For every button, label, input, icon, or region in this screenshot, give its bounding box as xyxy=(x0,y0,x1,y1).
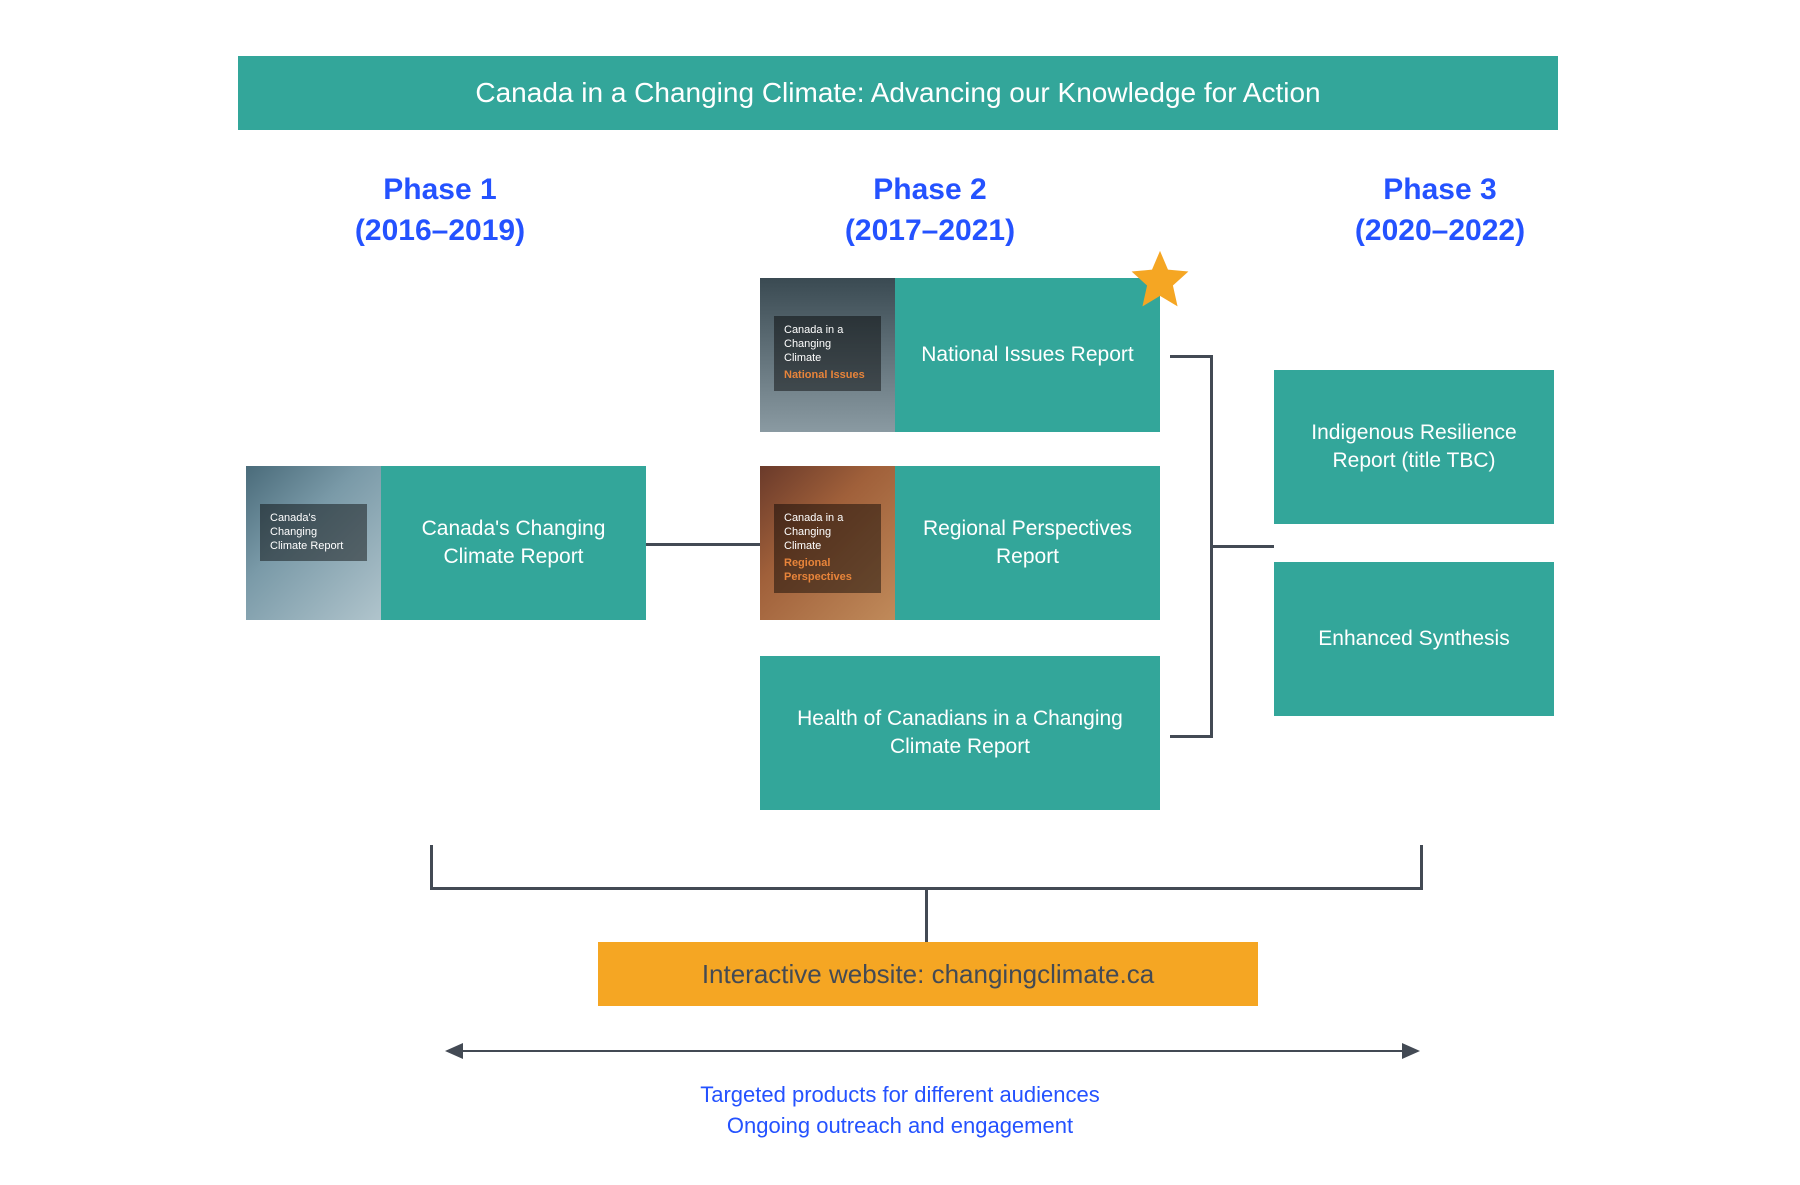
bracket-connector xyxy=(1420,845,1423,887)
star-icon xyxy=(1129,247,1191,309)
phase1-label: Phase 1 xyxy=(383,173,496,206)
phase3-label: Phase 3 xyxy=(1383,173,1496,206)
report-label: Health of Canadians in a Changing Climat… xyxy=(780,705,1140,762)
report-thumbnail: Canada's Changing Climate Report xyxy=(246,466,381,620)
footer-line1: Targeted products for different audience… xyxy=(700,1082,1100,1107)
bracket-connector xyxy=(1170,355,1210,358)
phase2-header: Phase 2 (2017–2021) xyxy=(780,170,1080,251)
phase3-header: Phase 3 (2020–2022) xyxy=(1290,170,1590,251)
bracket-connector xyxy=(1170,735,1210,738)
phase1-dates: (2016–2019) xyxy=(290,211,590,252)
regional-perspectives-report-box: Canada in a Changing Climate Regional Pe… xyxy=(760,466,1160,620)
national-issues-report-box: Canada in a Changing Climate National Is… xyxy=(760,278,1160,432)
bracket-connector xyxy=(1210,545,1274,548)
bracket-connector xyxy=(430,845,433,887)
footer-caption: Targeted products for different audience… xyxy=(450,1080,1350,1142)
arrow-head-right-icon xyxy=(1402,1043,1420,1059)
thumb-title: Canada's Changing Climate Report xyxy=(270,512,357,553)
report-label: National Issues Report xyxy=(895,341,1160,369)
report-thumbnail: Canada in a Changing Climate Regional Pe… xyxy=(760,466,895,620)
thumb-subtitle: National Issues xyxy=(784,369,871,383)
footer-line2: Ongoing outreach and engagement xyxy=(727,1113,1073,1138)
thumb-title: Canada in a Changing Climate xyxy=(784,512,871,553)
interactive-website-bar: Interactive website: changingclimate.ca xyxy=(598,942,1258,1006)
report-label: Canada's Changing Climate Report xyxy=(381,515,646,572)
phase1-header: Phase 1 (2016–2019) xyxy=(290,170,590,251)
report-label: Indigenous Resilience Report (title TBC) xyxy=(1294,419,1534,476)
header-title: Canada in a Changing Climate: Advancing … xyxy=(475,77,1320,109)
canadas-changing-climate-report-box: Canada's Changing Climate Report Canada'… xyxy=(246,466,646,620)
website-label: Interactive website: changingclimate.ca xyxy=(702,959,1154,990)
header-title-bar: Canada in a Changing Climate: Advancing … xyxy=(238,56,1558,130)
phase2-dates: (2017–2021) xyxy=(780,211,1080,252)
double-arrow-line xyxy=(459,1050,1406,1052)
thumb-subtitle: Regional Perspectives xyxy=(784,557,871,585)
connector-line xyxy=(646,543,760,546)
thumb-title: Canada in a Changing Climate xyxy=(784,324,871,365)
report-label: Regional Perspectives Report xyxy=(895,515,1160,572)
phase3-dates: (2020–2022) xyxy=(1290,211,1590,252)
enhanced-synthesis-box: Enhanced Synthesis xyxy=(1274,562,1554,716)
phase2-label: Phase 2 xyxy=(873,173,986,206)
indigenous-resilience-report-box: Indigenous Resilience Report (title TBC) xyxy=(1274,370,1554,524)
health-report-box: Health of Canadians in a Changing Climat… xyxy=(760,656,1160,810)
report-thumbnail: Canada in a Changing Climate National Is… xyxy=(760,278,895,432)
arrow-head-left-icon xyxy=(445,1043,463,1059)
bracket-connector xyxy=(925,887,928,942)
report-label: Enhanced Synthesis xyxy=(1318,625,1509,653)
